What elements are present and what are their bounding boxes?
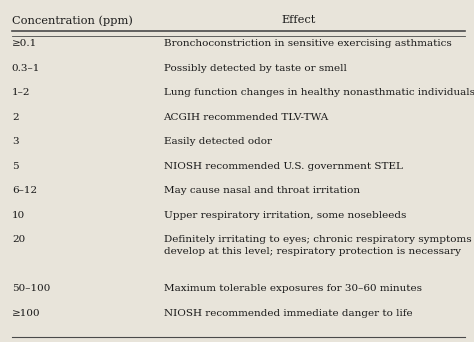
Text: Lung function changes in healthy nonasthmatic individuals: Lung function changes in healthy nonasth… xyxy=(164,88,474,97)
Text: ACGIH recommended TLV-TWA: ACGIH recommended TLV-TWA xyxy=(164,113,329,122)
Text: NIOSH recommended immediate danger to life: NIOSH recommended immediate danger to li… xyxy=(164,309,412,318)
Text: 6–12: 6–12 xyxy=(12,186,37,195)
Text: Definitely irritating to eyes; chronic respiratory symptoms
develop at this leve: Definitely irritating to eyes; chronic r… xyxy=(164,235,471,256)
Text: 1–2: 1–2 xyxy=(12,88,30,97)
Text: Effect: Effect xyxy=(282,15,316,25)
Text: 0.3–1: 0.3–1 xyxy=(12,64,40,73)
Text: NIOSH recommended U.S. government STEL: NIOSH recommended U.S. government STEL xyxy=(164,162,402,171)
Text: 2: 2 xyxy=(12,113,18,122)
Text: 5: 5 xyxy=(12,162,18,171)
Text: 10: 10 xyxy=(12,211,25,220)
Text: Concentration (ppm): Concentration (ppm) xyxy=(12,15,133,26)
Text: Bronchoconstriction in sensitive exercising asthmatics: Bronchoconstriction in sensitive exercis… xyxy=(164,39,451,48)
Text: ≥0.1: ≥0.1 xyxy=(12,39,37,48)
Text: 20: 20 xyxy=(12,235,25,245)
Text: Easily detected odor: Easily detected odor xyxy=(164,137,272,146)
Text: Possibly detected by taste or smell: Possibly detected by taste or smell xyxy=(164,64,346,73)
Text: ≥100: ≥100 xyxy=(12,309,40,318)
Text: Maximum tolerable exposures for 30–60 minutes: Maximum tolerable exposures for 30–60 mi… xyxy=(164,285,421,293)
Text: 3: 3 xyxy=(12,137,18,146)
Text: Upper respiratory irritation, some nosebleeds: Upper respiratory irritation, some noseb… xyxy=(164,211,406,220)
Text: May cause nasal and throat irritation: May cause nasal and throat irritation xyxy=(164,186,360,195)
Text: 50–100: 50–100 xyxy=(12,285,50,293)
